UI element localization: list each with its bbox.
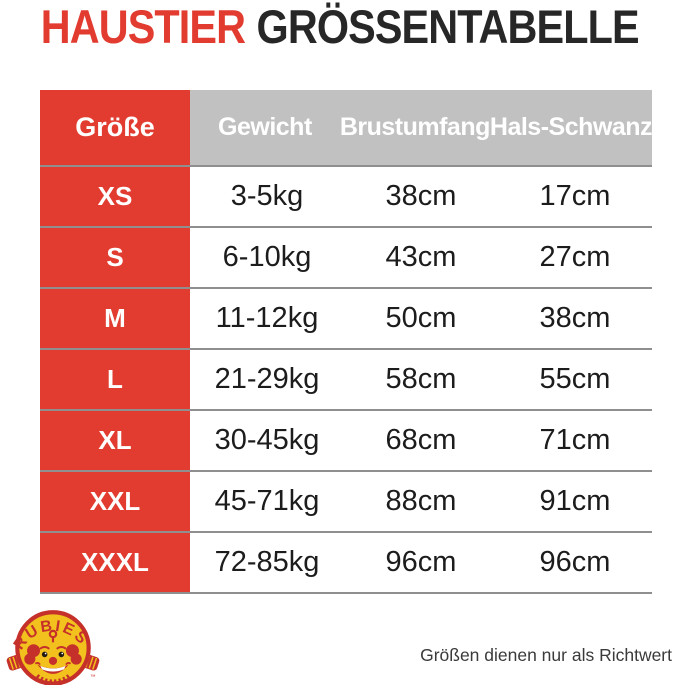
table-row-m: M 11-12kg 50cm 38cm [40, 287, 652, 348]
page-title: HAUSTIER GRÖSSENTABELLE [40, 0, 640, 53]
column-header-gewicht: Gewicht [190, 90, 340, 165]
table-header-row: Größe Gewicht Brustumfang Hals-Schwanz [40, 90, 653, 165]
weight-value: 45-71kg [214, 485, 320, 517]
size-label: XXL [40, 472, 190, 531]
neck-tail-value: 55cm [539, 363, 611, 395]
size-label: XXXL [40, 533, 190, 592]
table-row-xs: XS 3-5kg 38cm 17cm [40, 165, 652, 226]
neck-tail-value: 91cm [539, 485, 611, 517]
chest-value: 43cm [385, 241, 457, 273]
rubies-logo-icon: RUBIES ™ [6, 610, 100, 685]
neck-tail-value: 38cm [539, 302, 611, 334]
column-header-groesse: Größe [40, 90, 190, 165]
size-label: XL [40, 411, 190, 470]
size-label: S [40, 228, 190, 287]
logo-trademark: ™ [90, 675, 96, 681]
size-label: XS [40, 167, 190, 226]
neck-tail-value: 27cm [539, 241, 611, 273]
clown-nose [48, 656, 58, 665]
chest-value: 96cm [385, 546, 457, 578]
neck-tail-value: 96cm [539, 546, 611, 578]
column-header-brustumfang: Brustumfang [339, 90, 490, 165]
clown-mouth [34, 662, 72, 674]
table-row-s: S 6-10kg 43cm 27cm [40, 226, 652, 287]
table-row-xxxl: XXXL 72-85kg 96cm 96cm [40, 531, 652, 592]
chest-value: 58cm [385, 363, 457, 395]
chest-value: 88cm [385, 485, 457, 517]
clown-eyes [39, 646, 67, 658]
chest-value: 38cm [385, 180, 457, 212]
weight-value: 3-5kg [230, 180, 304, 212]
neck-tail-value: 17cm [539, 180, 611, 212]
neck-tail-value: 71cm [539, 424, 611, 456]
table-row-l: L 21-29kg 58cm 55cm [40, 348, 652, 409]
clown-hair [24, 644, 82, 665]
table-row-xxl: XXL 45-71kg 88cm 91cm [40, 470, 652, 531]
size-table: Größe Gewicht Brustumfang Hals-Schwanz X… [40, 90, 653, 594]
column-header-hals-schwanz: Hals-Schwanz [489, 90, 653, 165]
table-row-xl: XL 30-45kg 68cm 71cm [40, 409, 652, 470]
weight-value: 11-12kg [215, 302, 319, 334]
weight-value: 21-29kg [214, 363, 320, 395]
weight-value: 6-10kg [222, 241, 312, 273]
title-word-groessentabelle: GRÖSSENTABELLE [256, 0, 640, 53]
title-word-haustier: HAUSTIER [40, 0, 246, 53]
chest-value: 68cm [385, 424, 457, 456]
size-label: L [40, 350, 190, 409]
size-label: M [40, 289, 190, 348]
weight-value: 30-45kg [214, 424, 320, 456]
size-disclaimer: Größen dienen nur als Richtwert [420, 645, 672, 665]
weight-value: 72-85kg [214, 546, 320, 578]
chest-value: 50cm [385, 302, 457, 334]
